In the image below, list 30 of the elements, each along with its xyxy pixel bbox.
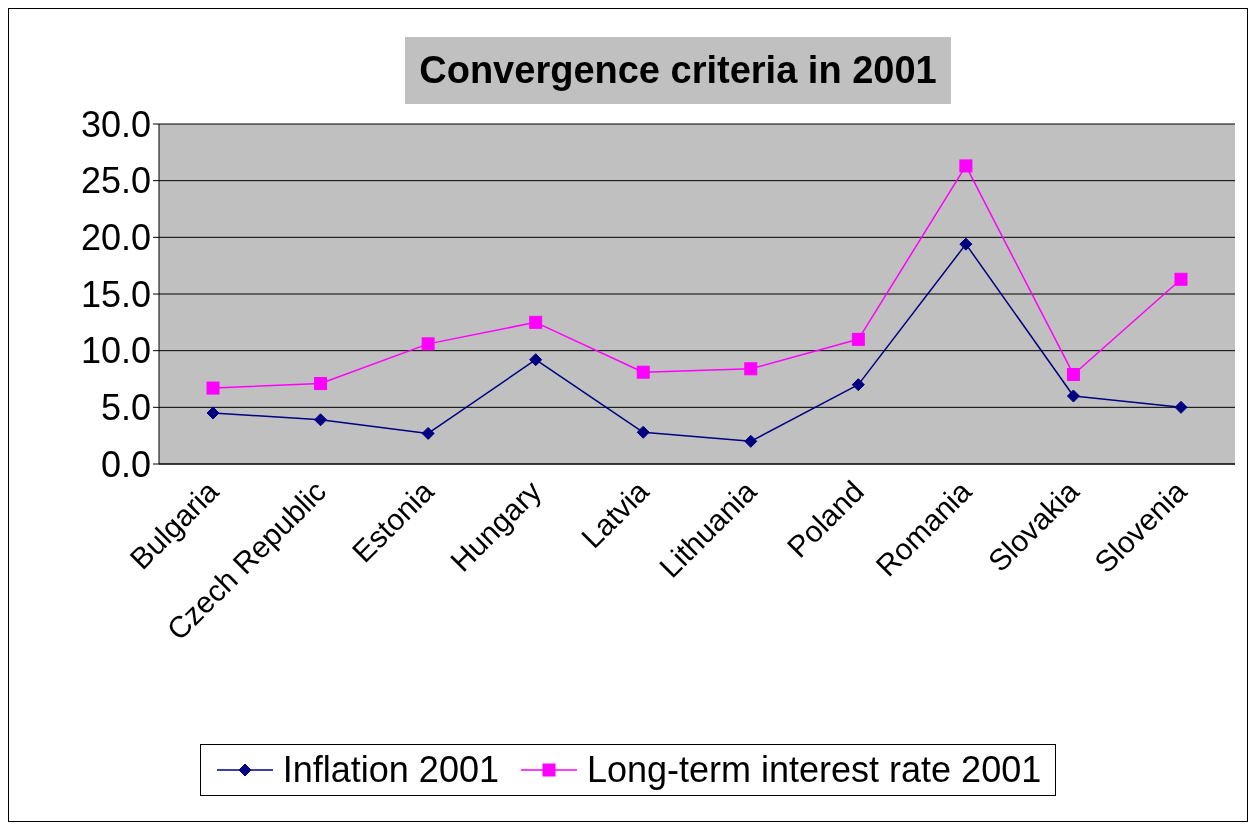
point	[1174, 272, 1188, 286]
point	[206, 406, 220, 420]
point	[529, 315, 543, 329]
point	[744, 362, 758, 376]
point	[314, 377, 328, 391]
point	[744, 434, 758, 448]
point	[421, 337, 435, 351]
chart-title: Convergence criteria in 2001	[405, 37, 951, 104]
point	[529, 353, 543, 367]
point	[314, 413, 328, 427]
y-tick-label: 0.0	[100, 443, 151, 485]
y-tick-label: 25.0	[80, 160, 151, 202]
y-tick-label: 5.0	[100, 387, 151, 429]
y-tick-label: 10.0	[80, 330, 151, 372]
y-tick-label: 30.0	[80, 103, 151, 145]
point	[206, 381, 220, 395]
point	[1066, 389, 1080, 403]
y-tick-label: 20.0	[80, 217, 151, 259]
legend-label: Inflation 2001	[282, 749, 499, 791]
point	[959, 237, 973, 251]
point	[959, 159, 973, 173]
y-tick-label: 15.0	[80, 273, 151, 315]
point	[1174, 400, 1188, 414]
point	[421, 426, 435, 440]
point	[636, 425, 650, 439]
point	[851, 378, 865, 392]
legend-label: Long-term interest rate 2001	[586, 749, 1042, 791]
point	[851, 332, 865, 346]
point	[1066, 367, 1080, 381]
point	[636, 365, 650, 379]
